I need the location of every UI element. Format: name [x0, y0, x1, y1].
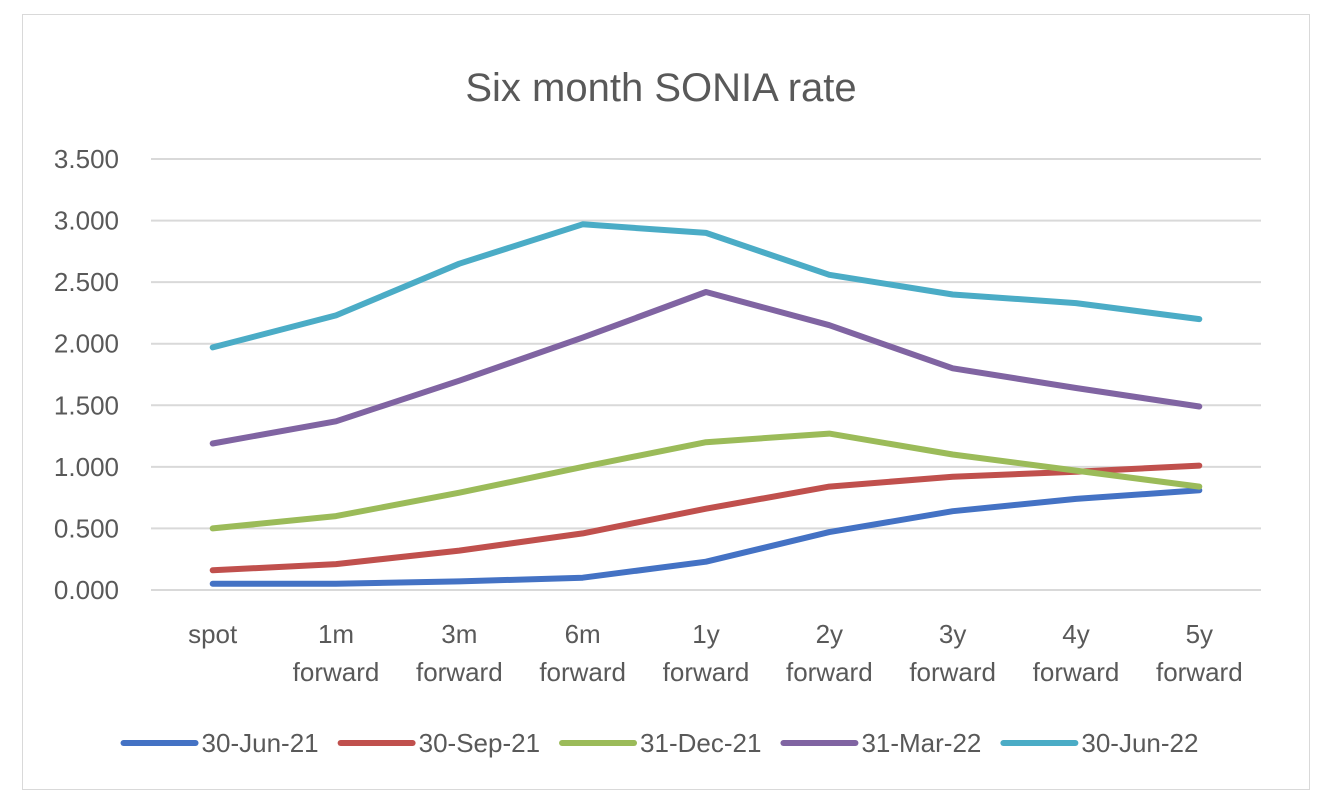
x-tick-label: 2y	[816, 619, 843, 649]
x-tick-label: 3m	[441, 619, 477, 649]
series-line-5	[209, 221, 1203, 351]
x-tick-label: forward	[909, 657, 996, 687]
series-line-3	[209, 430, 1203, 532]
series-line-4	[209, 289, 1203, 447]
legend-label: 31-Dec-21	[640, 728, 761, 758]
x-tick-label: 6m	[565, 619, 601, 649]
x-tick-label: forward	[663, 657, 750, 687]
chart-svg: Six month SONIA rate 0.000 0.500 1.000 1.50…	[54, 66, 1261, 758]
y-tick-label: 3.500	[54, 144, 119, 174]
y-tick-label: 0.000	[54, 575, 119, 605]
x-tick-label: spot	[188, 619, 238, 649]
legend-label: 30-Sep-21	[419, 728, 540, 758]
legend: 30-Jun-21 30-Sep-21 31-Dec-21 31-Mar-22 30-J…	[120, 728, 1198, 758]
series-line-1	[209, 487, 1203, 587]
y-tick-label: 1.000	[54, 452, 119, 482]
x-tick-label: forward	[786, 657, 873, 687]
x-tick-label: 5y	[1186, 619, 1213, 649]
legend-label: 31-Mar-22	[861, 728, 981, 758]
legend-label: 30-Jun-21	[202, 728, 319, 758]
series-line-2	[209, 462, 1203, 574]
legend-label: 30-Jun-22	[1081, 728, 1198, 758]
x-tick-label: forward	[293, 657, 380, 687]
y-tick-label: 2.000	[54, 329, 119, 359]
series-lines	[209, 221, 1203, 587]
x-tick-label: forward	[416, 657, 503, 687]
y-axis-tick-labels: 0.000 0.500 1.000 1.500 2.000 2.500 3.000 3.500	[54, 144, 119, 605]
x-tick-label: 3y	[939, 619, 966, 649]
x-tick-label: forward	[1033, 657, 1120, 687]
y-tick-label: 0.500	[54, 513, 119, 543]
x-tick-label: 1y	[692, 619, 719, 649]
y-tick-label: 1.500	[54, 390, 119, 420]
x-tick-label: 1m	[318, 619, 354, 649]
gridlines	[151, 158, 1261, 591]
chart-frame: Six month SONIA rate 0.000 0.500 1.000 1.50…	[22, 14, 1310, 790]
x-tick-label: forward	[1156, 657, 1243, 687]
x-tick-label: 4y	[1062, 619, 1089, 649]
chart-title: Six month SONIA rate	[465, 66, 856, 110]
x-tick-label: forward	[539, 657, 626, 687]
x-axis-tick-labels: spot 1m forward 3m forward 6m forward 1y forward…	[188, 619, 1243, 687]
y-tick-label: 3.000	[54, 206, 119, 236]
y-tick-label: 2.500	[54, 267, 119, 297]
